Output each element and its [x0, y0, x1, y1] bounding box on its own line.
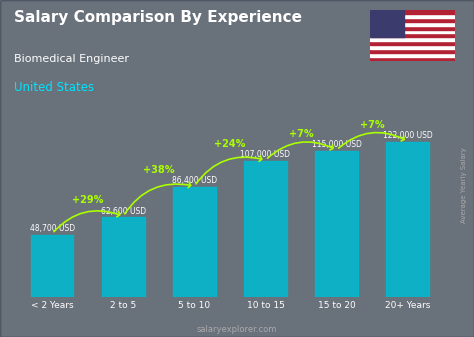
Text: 48,700 USD: 48,700 USD [29, 224, 75, 233]
Bar [370, 18, 455, 22]
Bar [315, 151, 358, 297]
Text: +24%: +24% [214, 139, 246, 149]
Bar [370, 30, 455, 33]
Text: +7%: +7% [289, 129, 313, 139]
Text: 86,400 USD: 86,400 USD [172, 177, 217, 185]
Text: +38%: +38% [143, 165, 174, 175]
Bar [370, 22, 455, 26]
Text: +29%: +29% [72, 195, 103, 205]
Bar [173, 187, 216, 297]
Text: Salary Comparison By Experience: Salary Comparison By Experience [14, 10, 302, 25]
Text: Average Yearly Salary: Average Yearly Salary [461, 148, 467, 223]
Text: 62,600 USD: 62,600 USD [100, 207, 146, 216]
Bar [370, 26, 455, 30]
Bar [370, 49, 455, 53]
Bar [244, 161, 287, 297]
Bar [370, 57, 455, 61]
Text: 107,000 USD: 107,000 USD [240, 150, 291, 159]
Bar [370, 53, 455, 57]
Bar [370, 37, 455, 41]
Bar [386, 143, 429, 297]
Text: Biomedical Engineer: Biomedical Engineer [14, 54, 129, 64]
Bar [370, 41, 455, 45]
Text: United States: United States [14, 81, 94, 94]
Bar [370, 45, 455, 49]
Bar [370, 14, 455, 18]
Bar [370, 33, 455, 37]
Bar [370, 10, 404, 37]
Text: 115,000 USD: 115,000 USD [311, 140, 362, 149]
Text: salaryexplorer.com: salaryexplorer.com [197, 325, 277, 334]
Text: +7%: +7% [360, 120, 384, 130]
Text: 122,000 USD: 122,000 USD [383, 131, 432, 141]
Bar [102, 217, 145, 297]
Bar [31, 235, 73, 297]
Bar [370, 10, 455, 14]
